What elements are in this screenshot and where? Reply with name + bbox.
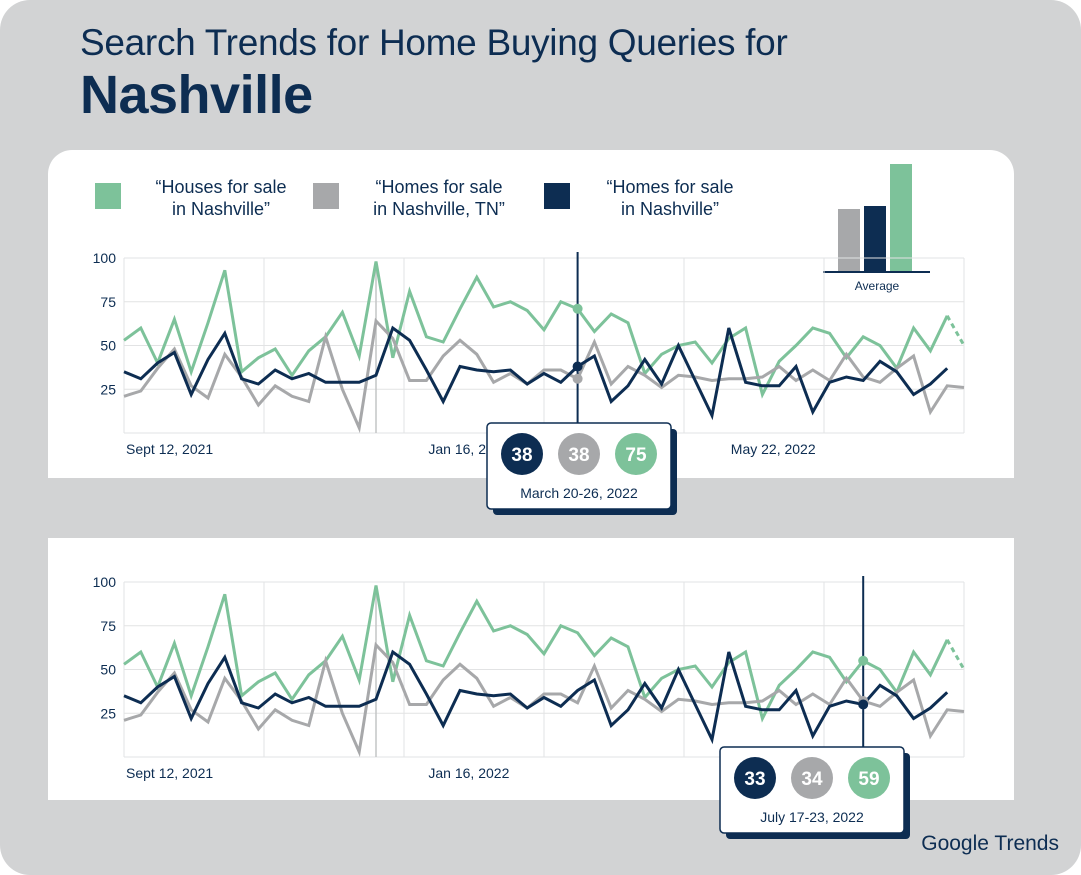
tooltip-value: 59 <box>858 769 879 790</box>
legend-swatch-green <box>95 183 121 209</box>
tooltip-value-circle <box>848 757 890 799</box>
y-tick-label: 100 <box>93 250 117 266</box>
tooltip-value: 33 <box>744 769 765 790</box>
tooltip-value: 38 <box>568 445 589 466</box>
legend-label: “Homes for sale in Nashville, TN” <box>349 176 529 220</box>
series-line <box>123 649 949 745</box>
x-tick-label: Jan 16, 2022 <box>428 765 509 781</box>
legend-swatch-gray <box>313 183 339 209</box>
legend-label-line: in Nashville, TN” <box>373 199 505 219</box>
hover-point <box>572 303 583 314</box>
legend-label-line: “Homes for sale <box>606 177 734 197</box>
hover-point <box>572 373 583 384</box>
tooltip-date: March 20-26, 2022 <box>520 485 638 501</box>
y-tick-label: 75 <box>100 294 116 310</box>
series-line <box>123 585 949 723</box>
y-tick-label: 25 <box>100 705 116 721</box>
tooltip-value: 38 <box>511 445 532 466</box>
tooltip-value-circle <box>615 433 657 475</box>
grid <box>123 581 965 758</box>
average-bar <box>864 206 886 272</box>
page-title: Search Trends for Home Buying Queries fo… <box>80 22 788 63</box>
legend-label-line: in Nashville” <box>171 199 271 219</box>
google-trends-brand: Google Trends <box>921 832 1059 855</box>
tooltip-value-circle <box>501 433 543 475</box>
tooltip-value: 75 <box>625 445 647 466</box>
y-tick-label: 25 <box>100 381 116 397</box>
x-tick-label: May 22, 2022 <box>731 441 816 457</box>
series-line <box>123 317 965 434</box>
legend-label: “Houses for sale in Nashville” <box>131 176 311 220</box>
series-line-partial <box>945 639 966 671</box>
legend-label-line: “Houses for sale <box>155 177 287 197</box>
x-tick-label: Sept 12, 2021 <box>126 441 213 457</box>
tooltip-value-circle <box>558 433 600 475</box>
y-tick-label: 50 <box>100 338 116 354</box>
legend-label-line: “Homes for sale <box>375 177 503 197</box>
tooltip-value-circle <box>734 757 776 799</box>
average-label: Average <box>855 279 900 293</box>
series-line <box>123 261 949 399</box>
y-tick-label: 50 <box>100 662 116 678</box>
tooltip-value-circle <box>791 757 833 799</box>
y-tick-label: 75 <box>100 618 116 634</box>
average-bar <box>890 164 912 272</box>
legend-label: “Homes for sale in Nashville” <box>580 176 760 220</box>
legend-swatch-navy <box>544 183 570 209</box>
hover-point <box>858 655 869 666</box>
series-line <box>123 325 949 421</box>
legend-label-line: in Nashville” <box>620 199 720 219</box>
series-line <box>123 641 965 758</box>
tooltip-date: July 17-23, 2022 <box>760 809 864 825</box>
hover-point <box>572 361 583 372</box>
page-title-city: Nashville <box>80 65 313 125</box>
y-tick-label: 100 <box>93 574 117 590</box>
average-bar <box>838 209 860 272</box>
x-tick-label: Sept 12, 2021 <box>126 765 213 781</box>
tooltip-value: 34 <box>801 769 823 790</box>
series-line-partial <box>945 315 966 347</box>
hover-point <box>858 699 869 710</box>
